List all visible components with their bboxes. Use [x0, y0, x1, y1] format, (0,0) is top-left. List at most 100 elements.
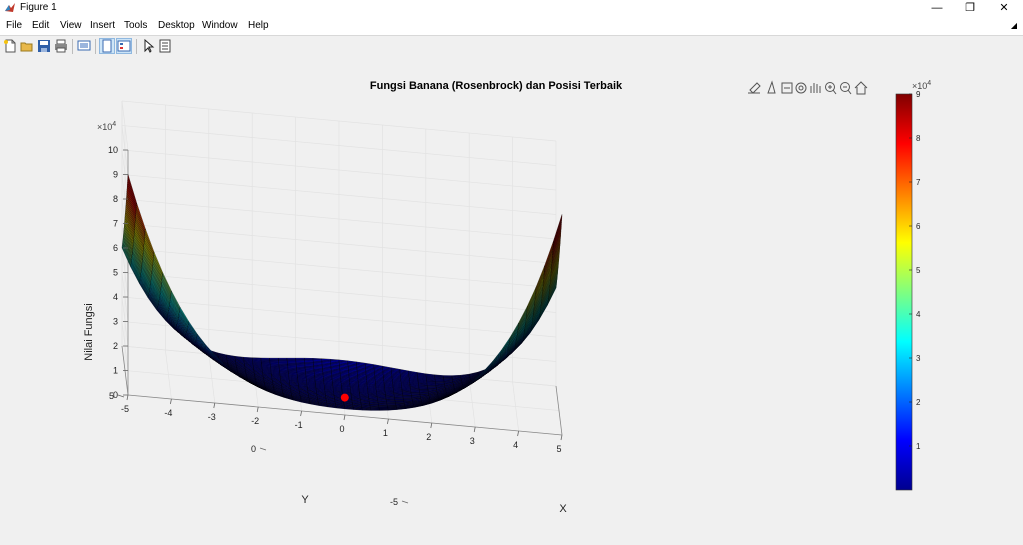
- surface-quad: [370, 409, 380, 411]
- x-tick-label: -3: [208, 412, 216, 422]
- data-cursor-icon[interactable]: [767, 80, 776, 94]
- z-tick-label: 3: [113, 317, 118, 327]
- surface-mesh: [121, 174, 563, 411]
- surface-quad: [277, 357, 288, 360]
- x-tick: [170, 398, 172, 405]
- x-tick: [256, 406, 259, 413]
- y-tick-label: -5: [390, 497, 398, 507]
- home-icon[interactable]: [854, 81, 868, 95]
- z-tick-label: 1: [113, 366, 118, 376]
- z-tick-label: 4: [113, 292, 118, 302]
- zoom-in-icon[interactable]: [825, 82, 837, 95]
- x-tick: [126, 394, 129, 401]
- x-tick-label: 4: [513, 440, 518, 450]
- new-figure-icon[interactable]: [3, 39, 17, 53]
- minimize-button[interactable]: —: [931, 2, 943, 14]
- x-tick: [300, 410, 302, 417]
- x-tick: [213, 402, 216, 409]
- y-tick: [117, 394, 125, 398]
- grid-line: [121, 321, 557, 362]
- z-tick-label: 9: [113, 170, 118, 180]
- matlab-app-icon: [5, 3, 15, 12]
- grid-line: [121, 125, 557, 166]
- property-inspector-icon[interactable]: [158, 39, 172, 53]
- grid-line: [121, 100, 557, 142]
- x-tick-label: 1: [383, 428, 388, 438]
- open-file-icon[interactable]: [20, 39, 34, 53]
- x-tick-label: -2: [251, 416, 259, 426]
- chart-title: Fungsi Banana (Rosenbrock) dan Posisi Te…: [370, 80, 623, 92]
- colorbar-tick-label: 6: [916, 222, 921, 231]
- z-tick-label: 2: [113, 341, 118, 351]
- figure-canvas[interactable]: Fungsi Banana (Rosenbrock) dan Posisi Te…: [0, 57, 1023, 545]
- window-titlebar: Figure 1 — ❐ ✕: [0, 0, 1023, 17]
- colorbar-ticks: 1 2 3 4 5 6 7 8 9: [909, 90, 921, 451]
- surface-plot[interactable]: Fungsi Banana (Rosenbrock) dan Posisi Te…: [0, 57, 1023, 545]
- figure-toolbar: [0, 35, 1023, 58]
- close-button[interactable]: ✕: [999, 2, 1009, 14]
- grid-line: [121, 174, 557, 215]
- rotate-icon[interactable]: [795, 82, 807, 94]
- menu-desktop[interactable]: Desktop: [158, 20, 195, 31]
- grid-line: [121, 149, 557, 191]
- y-tick-label: 5: [109, 391, 114, 401]
- menu-tools[interactable]: Tools: [124, 20, 148, 31]
- menu-edit[interactable]: Edit: [32, 20, 50, 31]
- grid-line: [121, 198, 557, 240]
- x-axis-label: X: [559, 503, 567, 515]
- grid-line: [121, 223, 557, 264]
- brush-icon[interactable]: [748, 82, 761, 94]
- z-tick-label: 8: [113, 194, 118, 204]
- colorbar: [895, 93, 913, 491]
- window-title: Figure 1: [20, 2, 57, 13]
- restore-button[interactable]: ❐: [965, 2, 975, 14]
- menu-window[interactable]: Window: [202, 20, 238, 31]
- y-tick-label: 0: [251, 444, 256, 454]
- colorbar-tick-label: 7: [916, 178, 921, 187]
- y-axis-label: Y: [301, 494, 309, 506]
- x-tick: [343, 414, 346, 421]
- surface-quad: [361, 409, 372, 411]
- axes-toolbar: [748, 80, 868, 95]
- menu-file[interactable]: File: [6, 20, 23, 31]
- dock-icon[interactable]: [99, 38, 115, 54]
- colorbar-tick-label: 5: [916, 266, 921, 275]
- pan-icon[interactable]: [781, 82, 793, 94]
- menu-insert[interactable]: Insert: [90, 20, 116, 31]
- axis-line: [555, 385, 563, 436]
- surface-quad: [553, 214, 563, 244]
- z-tick-label: 10: [108, 145, 118, 155]
- grid-line: [121, 296, 557, 338]
- z-tick-label: 5: [113, 268, 118, 278]
- link-plot-icon[interactable]: [77, 39, 91, 53]
- x-tick: [387, 418, 389, 425]
- z-tick-label: 6: [113, 243, 118, 253]
- colorbar-tick-label: 2: [916, 398, 921, 407]
- x-tick-label: 2: [426, 432, 431, 442]
- legend-icon[interactable]: [116, 38, 132, 54]
- x-tick: [517, 430, 519, 437]
- pointer-icon[interactable]: [141, 39, 155, 53]
- surface-quad: [379, 409, 389, 411]
- x-tick-label: -1: [295, 420, 303, 430]
- best-position-marker: [340, 393, 349, 402]
- x-tick: [473, 426, 476, 433]
- z-axis-label: Nilai Fungsi: [83, 303, 95, 360]
- colorbar-tick-label: 9: [916, 90, 921, 99]
- menu-dock-arrow-icon[interactable]: ◢: [1010, 21, 1017, 30]
- surface-quad: [286, 357, 296, 360]
- colorbar-exponent-label: ×104: [912, 80, 931, 91]
- menu-view[interactable]: View: [60, 20, 82, 31]
- toolbar-separator: [72, 39, 73, 54]
- x-tick-label: 0: [339, 424, 344, 434]
- zoom-out-icon[interactable]: [840, 82, 852, 95]
- x-tick: [430, 422, 433, 429]
- menu-help[interactable]: Help: [248, 20, 269, 31]
- toolbar-separator: [136, 39, 137, 54]
- x-tick-label: -5: [121, 404, 129, 414]
- save-icon[interactable]: [37, 39, 51, 53]
- hand-icon[interactable]: [810, 83, 821, 93]
- print-icon[interactable]: [54, 39, 68, 53]
- toolbar-separator: [95, 39, 96, 54]
